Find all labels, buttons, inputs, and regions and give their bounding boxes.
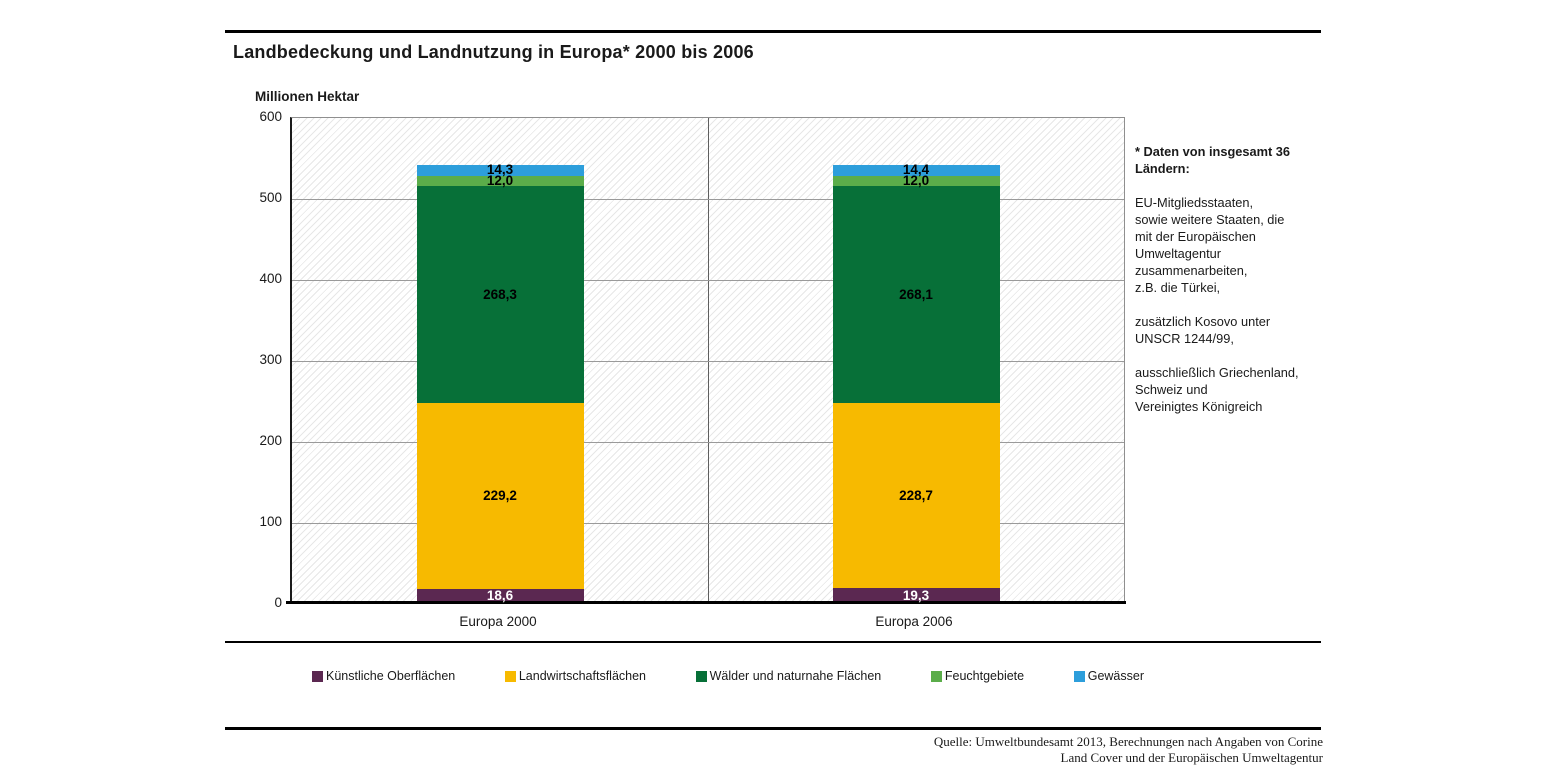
bar-value-label: 12,0 bbox=[486, 173, 514, 189]
legend-swatch-icon bbox=[312, 670, 323, 682]
legend: Künstliche Oberflächen Landwirtschaftsflä… bbox=[312, 669, 1144, 683]
y-tick-label: 100 bbox=[259, 514, 282, 529]
footer-rule bbox=[225, 727, 1321, 730]
annotation-paragraph: zusätzlich Kosovo unter UNSCR 1244/99, bbox=[1135, 314, 1271, 347]
gridline-400 bbox=[292, 279, 1124, 281]
legend-swatch-icon bbox=[1073, 670, 1085, 682]
source-caption: Quelle: Umweltbundesamt 2013, Berechnung… bbox=[933, 734, 1323, 765]
y-tick-label: 200 bbox=[259, 433, 282, 448]
bar-value-label: 228,7 bbox=[899, 487, 933, 503]
legend-swatch-icon bbox=[504, 670, 516, 682]
bar-segment bbox=[416, 176, 584, 186]
legend-label: Landwirtschaftsflächen bbox=[518, 669, 647, 683]
top-divider-rule bbox=[225, 30, 1321, 33]
bar-value-label: 14,3 bbox=[486, 162, 514, 178]
bar-segment bbox=[832, 588, 1000, 604]
legend-swatch-icon bbox=[930, 670, 942, 682]
legend-swatch-icon bbox=[695, 670, 707, 682]
annotation-paragraph: ausschließlich Griechenland, Schweiz und… bbox=[1135, 365, 1299, 415]
bar-segment bbox=[416, 185, 584, 404]
bar-segment bbox=[832, 403, 1000, 589]
bar-value-label: 19,3 bbox=[902, 588, 930, 604]
legend-item: Gewässer bbox=[1073, 669, 1144, 683]
legend-label: Feuchtgebiete bbox=[944, 669, 1025, 683]
chart-bottom-rule bbox=[225, 641, 1321, 643]
legend-item: Feuchtgebiete bbox=[930, 669, 1025, 683]
legend-label: Gewässer bbox=[1087, 669, 1144, 683]
footnote-annotation: * Daten von insgesamt 36 Ländern: EU-Mitg… bbox=[1135, 143, 1340, 432]
plot-area: 18,6 229,2 268,3 12,0 14,3 19,3 228,7 268,1 12,0… bbox=[290, 117, 1125, 604]
bar-segment bbox=[832, 176, 1000, 186]
y-axis-title: Millionen Hektar bbox=[255, 89, 360, 104]
y-tick-label: 500 bbox=[259, 190, 282, 205]
bar-value-label: 268,3 bbox=[483, 286, 517, 302]
bar-value-label: 18,6 bbox=[486, 588, 514, 604]
y-tick-label: 600 bbox=[259, 109, 282, 124]
legend-item: Künstliche Oberflächen bbox=[312, 669, 455, 683]
bar-value-label: 268,1 bbox=[899, 286, 933, 302]
gridline-500 bbox=[292, 198, 1124, 200]
legend-item: Wälder und naturnahe Flächen bbox=[695, 669, 882, 683]
bar-segment bbox=[832, 164, 1000, 177]
x-category-label: Europa 2000 bbox=[459, 614, 537, 629]
stacked-bar-europa-2000: 18,6 229,2 268,3 12,0 14,3 bbox=[416, 162, 584, 604]
x-category-label: Europa 2006 bbox=[875, 614, 953, 629]
annotation-paragraph: * Daten von insgesamt 36 Ländern: bbox=[1135, 144, 1291, 177]
bar-value-label: 229,2 bbox=[483, 488, 517, 504]
y-tick-label: 400 bbox=[259, 271, 282, 286]
y-tick-label: 0 bbox=[274, 595, 282, 610]
y-tick-label: 300 bbox=[259, 352, 282, 367]
bar-segment bbox=[416, 164, 584, 177]
legend-item: Landwirtschaftsflächen bbox=[504, 669, 647, 683]
stacked-bar-europa-2006: 19,3 228,7 268,1 12,0 14,4 bbox=[832, 162, 1000, 604]
bar-segment bbox=[416, 403, 584, 589]
legend-label: Künstliche Oberflächen bbox=[326, 669, 456, 683]
legend-label: Wälder und naturnahe Flächen bbox=[709, 669, 882, 683]
chart-title: Landbedeckung und Landnutzung in Europa*… bbox=[233, 42, 754, 62]
annotation-paragraph: EU-Mitgliedsstaaten, sowie weitere Staat… bbox=[1135, 195, 1285, 296]
bar-segment bbox=[416, 588, 584, 604]
bar-value-label: 12,0 bbox=[902, 173, 930, 189]
x-axis-line bbox=[286, 601, 1126, 604]
bar-segment bbox=[832, 185, 1000, 404]
bar-value-label: 14,4 bbox=[902, 162, 930, 178]
gridline-200 bbox=[292, 441, 1124, 443]
gridline-100 bbox=[292, 522, 1124, 524]
gridline-300 bbox=[292, 360, 1124, 362]
